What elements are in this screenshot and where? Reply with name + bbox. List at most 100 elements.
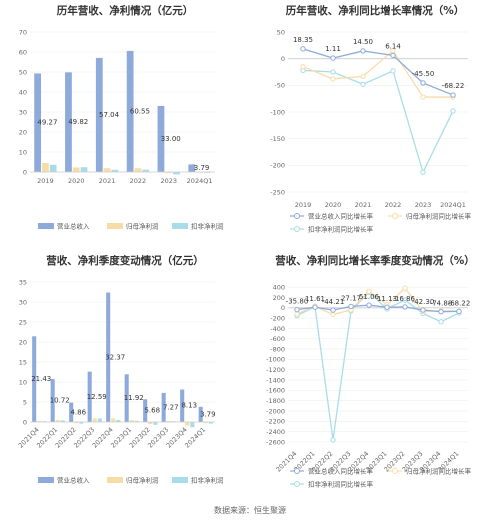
- x-tick-label: 2020: [68, 177, 85, 185]
- quarterly-revenue-profit-chart: 营收、净利季度变动情况（亿元） 0 5 10 15 20 25 30 35 21.43 10.72 4…: [0, 250, 250, 500]
- data-point: [360, 81, 366, 87]
- data-point: [438, 308, 444, 315]
- series-line: [302, 49, 453, 98]
- x-tick-label: 2022: [130, 177, 147, 185]
- data-point: [330, 76, 336, 82]
- data-label: 60.55: [130, 107, 150, 115]
- legend-entry: 归母净利润同比增长率: [406, 212, 472, 221]
- data-point: [330, 311, 336, 318]
- data-label: 51.06: [359, 293, 380, 301]
- bar: [198, 406, 203, 422]
- x-tick-label: 2021: [355, 201, 372, 209]
- y-tick-label: -2000: [266, 407, 285, 415]
- bar: [173, 172, 180, 175]
- chart-title: 营收、净利季度变动情况（亿元）: [46, 254, 204, 267]
- legend-entry: 营业总收入同比增长率: [308, 212, 374, 221]
- legend-swatch: [107, 223, 123, 229]
- y-tick-label: 20: [19, 338, 27, 346]
- data-label: 18.35: [293, 36, 313, 44]
- bar: [166, 420, 171, 422]
- legend-entry: 扣非净利润同比增长率: [308, 480, 374, 489]
- y-tick-label: -1400: [266, 376, 285, 384]
- data-label: -44.21: [322, 298, 345, 306]
- legend-swatch: [38, 477, 54, 483]
- legend-marker: [294, 226, 300, 232]
- data-point: [330, 69, 336, 75]
- y-tick-label: -1800: [266, 397, 285, 405]
- x-tick-label: 2019: [295, 201, 312, 209]
- y-tick-label: 200: [273, 294, 285, 302]
- bar: [32, 336, 37, 422]
- data-label: 49.82: [68, 118, 88, 126]
- chart-title: 历年营收、净利情况（亿元）: [57, 4, 194, 17]
- series-line: [296, 304, 460, 313]
- x-tick-label: 2021: [99, 177, 116, 185]
- bar: [116, 420, 121, 422]
- legend-entry: 归母净利润: [126, 222, 159, 231]
- y-tick-label: -200: [270, 162, 285, 170]
- chart-title: 营收、净利同比增长率季度变动情况（%）: [275, 254, 475, 267]
- y-tick-label: 40: [19, 88, 27, 96]
- data-label: 57.04: [99, 111, 120, 119]
- y-tick-label: -200: [270, 314, 285, 322]
- bar: [55, 420, 60, 422]
- data-label: -74.88: [430, 300, 453, 308]
- data-point: [348, 303, 354, 310]
- bar: [42, 163, 49, 172]
- bar: [79, 422, 84, 424]
- bar: [103, 168, 111, 172]
- data-point: [330, 437, 336, 443]
- data-point: [330, 55, 336, 61]
- data-point: [330, 307, 336, 313]
- bar: [37, 420, 42, 422]
- legend-swatch: [172, 477, 188, 483]
- legend-marker: [294, 213, 300, 219]
- y-tick-label: -800: [270, 345, 285, 353]
- y-tick-label: 400: [273, 283, 285, 291]
- y-tick-label: 0: [23, 168, 27, 176]
- bar: [188, 164, 196, 172]
- legend-entry: 归母净利润: [126, 476, 159, 485]
- bar: [92, 418, 97, 422]
- legend-marker: [392, 213, 398, 219]
- data-point: [402, 285, 408, 291]
- x-tick-label: 2022: [385, 201, 402, 209]
- y-tick-label: -400: [270, 325, 285, 333]
- bar: [80, 167, 88, 172]
- annual-growth-rate-chart: 历年营收、净利同比增长率情况（%） -250 -200 -150 -100 -50 0 50 1…: [250, 0, 500, 250]
- data-label: 11.13: [377, 295, 397, 303]
- data-point: [312, 304, 318, 310]
- y-tick-label: 25: [19, 318, 27, 326]
- bar: [49, 164, 57, 172]
- y-tick-label: 30: [19, 298, 27, 306]
- data-point: [384, 304, 390, 310]
- data-source-footer: 数据来源：恒生聚源: [214, 506, 286, 515]
- data-point: [420, 80, 426, 86]
- data-point: [366, 288, 372, 294]
- bar: [148, 422, 153, 424]
- data-label: 32.37: [105, 353, 125, 361]
- bar: [95, 57, 103, 172]
- bar: [126, 50, 134, 172]
- data-label: 3.79: [194, 164, 210, 172]
- y-tick-label: -2200: [266, 418, 285, 426]
- y-tick-label: 0: [281, 304, 285, 312]
- data-point: [294, 306, 300, 313]
- data-label: 6.14: [385, 42, 401, 50]
- bar: [50, 379, 55, 422]
- y-tick-label: 35: [19, 278, 27, 286]
- legend-marker: [294, 468, 300, 474]
- y-tick-label: -1200: [266, 366, 285, 374]
- data-label: -42.30: [412, 298, 435, 306]
- data-label: 33.00: [161, 135, 181, 143]
- data-label: 49.27: [37, 119, 57, 127]
- data-label: 5.68: [144, 407, 160, 415]
- data-point: [294, 311, 300, 317]
- legend-entry: 扣非净利润: [191, 222, 224, 231]
- y-tick-label: -1600: [266, 387, 285, 395]
- y-tick-label: 30: [19, 108, 27, 116]
- bar: [180, 389, 185, 422]
- bar: [34, 73, 42, 172]
- y-tick-label: 5: [23, 398, 27, 406]
- y-tick-label: 70: [19, 28, 27, 36]
